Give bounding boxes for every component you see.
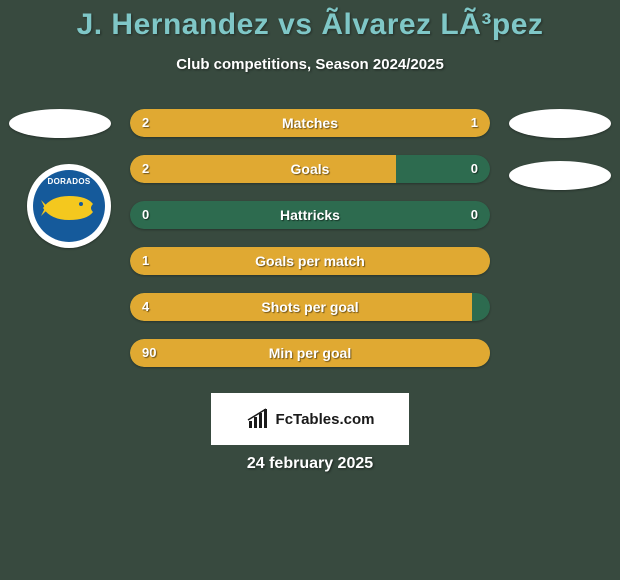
stat-row: 90Min per goal [130, 339, 490, 367]
club-badge-inner: DORADOS [33, 170, 105, 242]
club-badge-name: DORADOS [33, 177, 105, 186]
stat-label: Goals per match [130, 247, 490, 275]
stat-row: 00Hattricks [130, 201, 490, 229]
stats-container: 21Matches 20Goals 00Hattricks 1Goals per ma… [130, 109, 490, 385]
subtitle: Club competitions, Season 2024/2025 [0, 56, 620, 73]
footer-attribution: FcTables.com [211, 393, 409, 445]
stat-row: 20Goals [130, 155, 490, 183]
stat-row: 21Matches [130, 109, 490, 137]
stat-label: Matches [130, 109, 490, 137]
player-left-avatar-placeholder [9, 109, 111, 138]
fctables-logo-icon [246, 407, 270, 431]
player-right-avatar-placeholder-2 [509, 161, 611, 190]
footer-text: FcTables.com [276, 411, 375, 428]
stat-label: Shots per goal [130, 293, 490, 321]
club-badge: DORADOS [27, 164, 111, 248]
stat-label: Min per goal [130, 339, 490, 367]
stat-row: 1Goals per match [130, 247, 490, 275]
stat-row: 4Shots per goal [130, 293, 490, 321]
stat-label: Goals [130, 155, 490, 183]
fish-icon [41, 192, 97, 224]
date-label: 24 february 2025 [0, 455, 620, 473]
player-right-avatar-placeholder-1 [509, 109, 611, 138]
stat-label: Hattricks [130, 201, 490, 229]
page-title: J. Hernandez vs Ãlvarez LÃ³pez [0, 0, 620, 42]
comparison-infographic: J. Hernandez vs Ãlvarez LÃ³pez Club comp… [0, 0, 620, 580]
